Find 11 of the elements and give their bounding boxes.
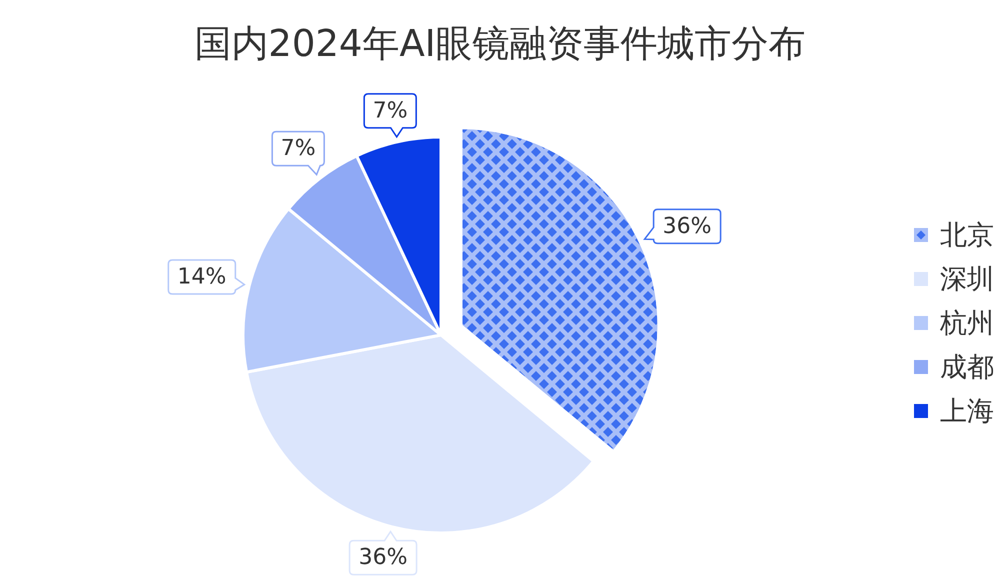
chart-title: 国内2024年AI眼镜融资事件城市分布 (193, 21, 807, 67)
data-label: 7% (372, 98, 408, 124)
legend-label: 成都 (940, 351, 994, 385)
data-label: 36% (358, 545, 408, 570)
data-label: 7% (280, 136, 316, 162)
legend-label: 北京 (940, 219, 994, 253)
data-label: 36% (662, 214, 712, 239)
legend-label: 深圳 (940, 263, 994, 297)
legend-label: 上海 (940, 395, 994, 429)
data-label: 14% (177, 264, 226, 290)
legend-label: 杭州 (940, 307, 994, 341)
